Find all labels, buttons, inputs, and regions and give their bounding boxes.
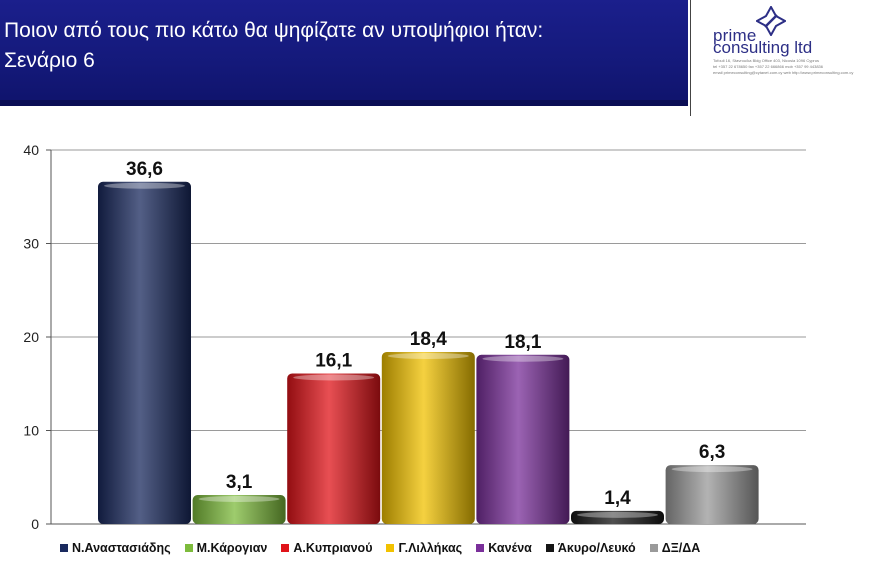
y-tick-label: 30 — [23, 236, 39, 252]
legend-label: Άκυρο/Λευκό — [557, 541, 636, 555]
legend-item: Άκυρο/Λευκό — [545, 541, 636, 555]
company-logo: prime consulting ltd Tofouli 16, Stavrou… — [690, 0, 881, 116]
chart-legend: Ν.Αναστασιάδης Μ.Κάρογιαν Α.Κυπριανού Γ.Λιλ… — [60, 541, 700, 555]
legend-item: Ν.Αναστασιάδης — [60, 541, 171, 555]
bar — [571, 510, 664, 524]
legend-item: Μ.Κάρογιαν — [184, 541, 268, 555]
legend-swatch — [184, 544, 193, 552]
data-label: 18,4 — [410, 329, 447, 350]
y-tick-label: 0 — [31, 516, 39, 532]
bar-highlight — [293, 374, 375, 381]
logo-mark-icon — [756, 6, 786, 36]
bar — [192, 495, 286, 524]
bar — [476, 354, 570, 524]
data-label: 16,1 — [315, 350, 352, 371]
legend-item: Γ.Λιλλήκας — [386, 541, 462, 555]
legend-swatch — [476, 544, 485, 552]
y-tick-label: 20 — [23, 329, 39, 345]
y-tick-label: 40 — [23, 142, 39, 158]
legend-label: Ν.Αναστασιάδης — [72, 541, 171, 555]
bar — [98, 181, 191, 524]
data-label: 36,6 — [126, 159, 163, 180]
legend-label: Γ.Λιλλήκας — [398, 541, 463, 555]
legend-label: Μ.Κάρογιαν — [196, 541, 268, 555]
bar-highlight — [387, 352, 469, 359]
data-label: 6,3 — [699, 442, 725, 463]
logo-email: email primeconsulting@cytanet.com.cy web… — [713, 70, 854, 75]
legend-label: ΔΞ/ΔΑ — [661, 541, 701, 555]
data-label: 1,4 — [604, 488, 631, 509]
legend-label: Κανένα — [488, 541, 532, 555]
title-banner: Ποιον από τους πιο κάτω θα ψηφίζατε αν υ… — [0, 0, 688, 106]
bar-highlight — [104, 182, 185, 189]
legend-swatch — [281, 544, 290, 552]
bar-chart: 0 10 20 30 40 36,6 3,1 16,1 18,4 18,1 1,4 6,3 — [23, 142, 806, 532]
legend-swatch — [649, 544, 658, 552]
banner-underline — [0, 100, 688, 106]
legend-item: ΔΞ/ΔΑ — [649, 541, 701, 555]
bar-highlight — [198, 496, 280, 503]
logo-name: prime — [713, 26, 757, 45]
y-tick-label: 10 — [23, 423, 39, 439]
legend-swatch — [545, 544, 554, 552]
legend-swatch — [386, 544, 395, 552]
logo-phone: tel +357 22 678650 fax +357 22 666866 mo… — [713, 64, 823, 69]
data-label: 18,1 — [504, 332, 541, 353]
bar-highlight — [482, 355, 564, 362]
logo-address: Tofouli 16, Stavrou/ka Bldg Office 403, … — [713, 58, 819, 63]
bar — [381, 351, 475, 524]
legend-item: Α.Κυπριανού — [281, 541, 372, 555]
slide-title: Ποιον από τους πιο κάτω θα ψηφίζατε αν υ… — [4, 19, 544, 72]
legend-label: Α.Κυπριανού — [293, 541, 373, 555]
legend-swatch — [60, 544, 68, 552]
bar-highlight — [577, 511, 658, 518]
bar-highlight — [671, 466, 753, 473]
bar — [287, 373, 381, 524]
logo-divider — [690, 0, 691, 116]
logo-subname: consulting ltd — [713, 38, 813, 57]
bar — [665, 465, 759, 524]
legend-item: Κανένα — [476, 541, 532, 555]
data-label: 3,1 — [226, 472, 253, 493]
